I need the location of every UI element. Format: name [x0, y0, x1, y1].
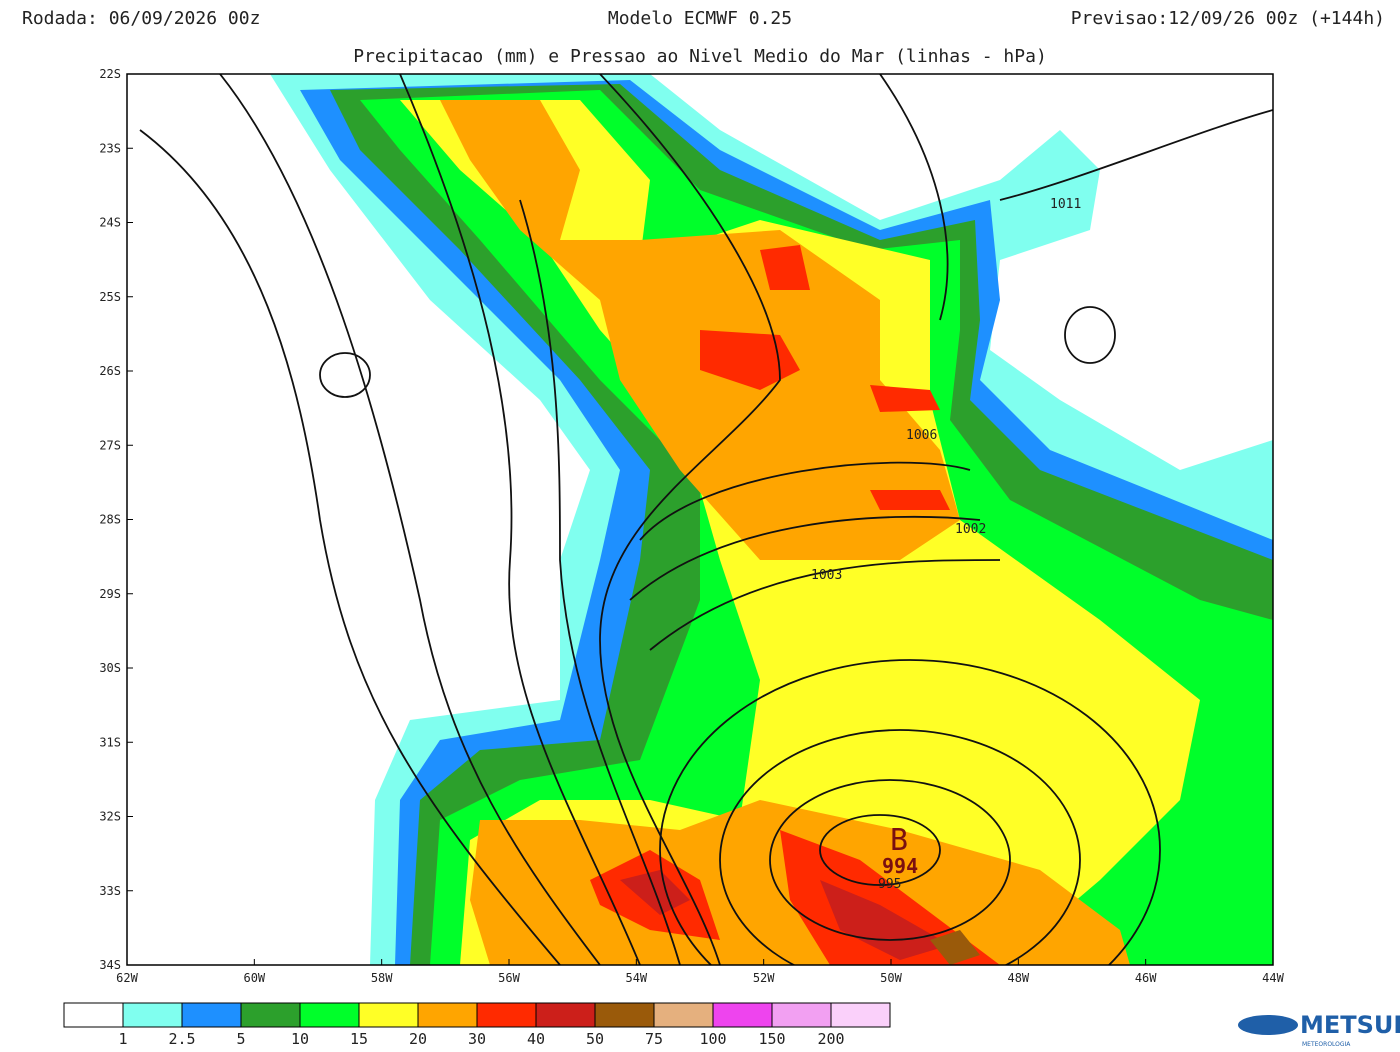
y-tick-label: 30S: [99, 661, 121, 675]
colorbar-swatch: [594, 1002, 655, 1028]
map-subtitle: Precipitacao (mm) e Pressao ao Nivel Med…: [353, 46, 1047, 67]
isobar-label: 995: [878, 877, 901, 892]
logo-icon: [1238, 1015, 1298, 1035]
x-tick-label: 62W: [116, 971, 138, 985]
y-tick-label: 27S: [99, 438, 121, 452]
y-tick-label: 32S: [99, 810, 121, 824]
colorbar-swatch: [771, 1002, 832, 1028]
x-tick-label: 60W: [243, 971, 265, 985]
colorbar-swatch: [63, 1002, 124, 1028]
forecast-time: Previsao:12/09/26 00z (+144h): [1071, 8, 1385, 29]
low-pressure: 994: [882, 854, 918, 878]
colorbar-label: 1: [118, 1030, 127, 1048]
x-tick-label: 58W: [371, 971, 393, 985]
colorbar-swatch: [299, 1002, 360, 1028]
x-tick-label: 44W: [1262, 971, 1284, 985]
logo-name: METSUL: [1300, 1011, 1400, 1039]
colorbar-label: 200: [817, 1030, 844, 1048]
colorbar-label: 150: [758, 1030, 785, 1048]
run-time: Rodada: 06/09/2026 00z: [22, 8, 260, 29]
x-tick-label: 50W: [880, 971, 902, 985]
x-tick-label: 56W: [498, 971, 520, 985]
isobar-label: 1006: [906, 428, 937, 443]
y-tick-label: 29S: [99, 587, 121, 601]
colorbar-swatch: [358, 1002, 419, 1028]
colorbar-label: 10: [291, 1030, 309, 1048]
x-tick-label: 54W: [625, 971, 647, 985]
colorbar-swatch: [476, 1002, 537, 1028]
model-name: Modelo ECMWF 0.25: [608, 8, 792, 29]
y-tick-label: 28S: [99, 513, 121, 527]
y-tick-label: 22S: [99, 67, 121, 81]
isobar-label: 1002: [955, 522, 986, 537]
colorbar-swatch: [653, 1002, 714, 1028]
x-tick-label: 48W: [1007, 971, 1029, 985]
y-tick-label: 26S: [99, 364, 121, 378]
colorbar-swatch: [122, 1002, 183, 1028]
isobar-label: 1003: [811, 568, 842, 583]
isobar-label: 1011: [1050, 197, 1081, 212]
colorbar-label: 100: [699, 1030, 726, 1048]
colorbar-swatch: [240, 1002, 301, 1028]
colorbar-label: 15: [350, 1030, 368, 1048]
y-tick-label: 34S: [99, 958, 121, 972]
y-tick-label: 24S: [99, 216, 121, 230]
colorbar-swatch: [712, 1002, 773, 1028]
colorbar-swatch: [830, 1002, 891, 1028]
colorbar-swatch: [535, 1002, 596, 1028]
colorbar-swatch: [181, 1002, 242, 1028]
colorbar-label: 30: [468, 1030, 486, 1048]
colorbar-label: 40: [527, 1030, 545, 1048]
low-marker: B: [890, 823, 908, 858]
y-tick-label: 23S: [99, 141, 121, 155]
y-tick-label: 31S: [99, 735, 121, 749]
colorbar-label: 20: [409, 1030, 427, 1048]
isobars: [139, 74, 1273, 965]
x-tick-label: 46W: [1135, 971, 1157, 985]
colorbar-swatch: [417, 1002, 478, 1028]
colorbar-label: 75: [645, 1030, 663, 1048]
precipitation-field: [270, 74, 1273, 965]
x-tick-label: 52W: [753, 971, 775, 985]
colorbar-label: 50: [586, 1030, 604, 1048]
colorbar-label: 2.5: [168, 1030, 195, 1048]
colorbar-label: 5: [236, 1030, 245, 1048]
logo-tagline: METEOROLOGIA: [1302, 1041, 1351, 1048]
y-tick-label: 33S: [99, 884, 121, 898]
y-tick-label: 25S: [99, 290, 121, 304]
